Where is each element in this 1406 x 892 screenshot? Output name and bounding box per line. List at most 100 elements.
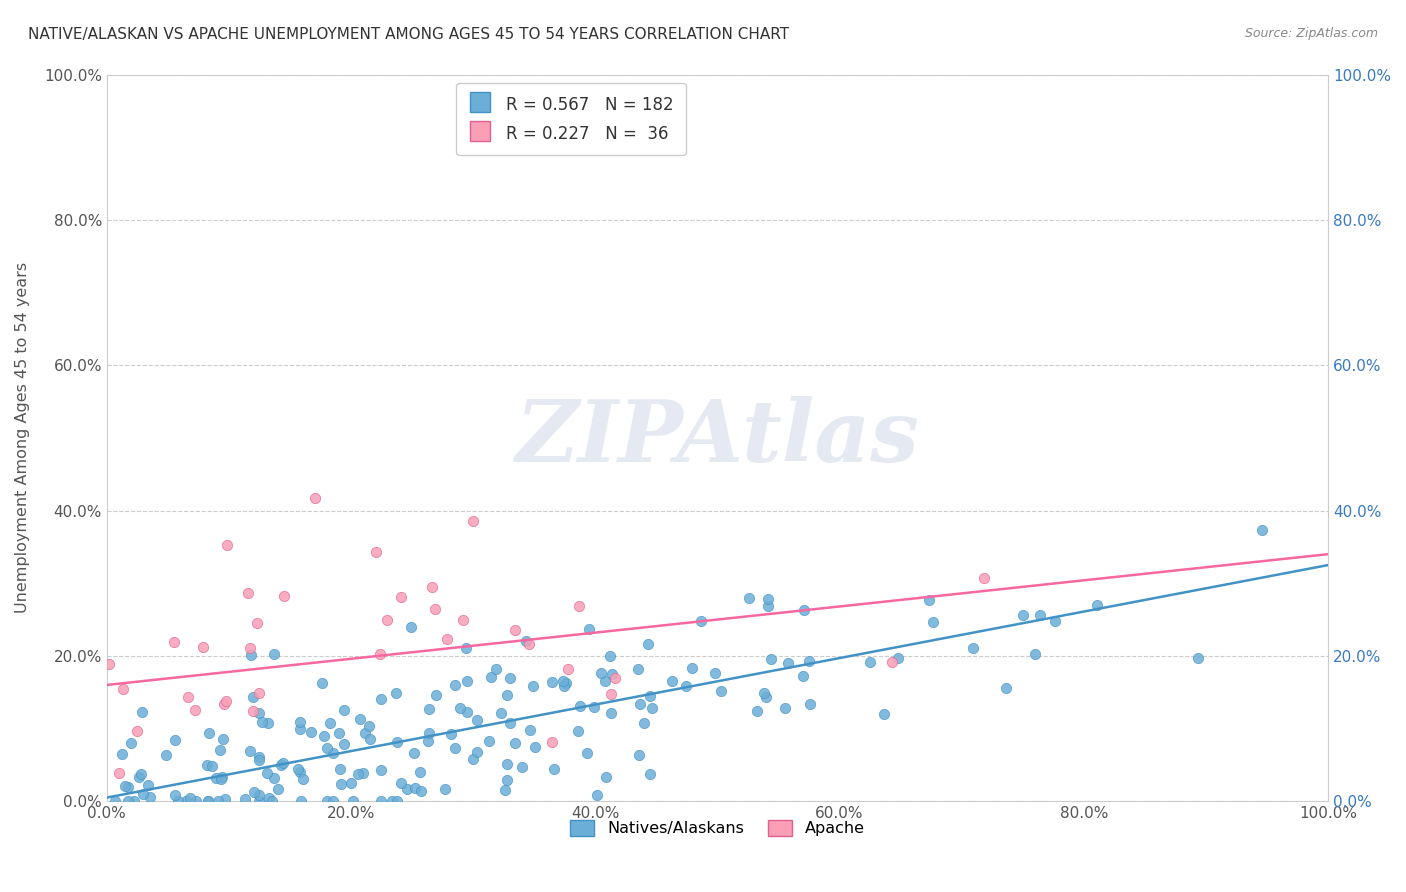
Point: [247, 794, 270, 808]
Point: [568, 599, 591, 613]
Point: [163, 635, 186, 649]
Point: [756, 599, 779, 613]
Point: [359, 731, 381, 746]
Point: [603, 671, 626, 685]
Point: [155, 748, 177, 763]
Point: [250, 714, 273, 729]
Point: [247, 753, 270, 767]
Point: [444, 678, 467, 692]
Point: [627, 662, 650, 676]
Point: [127, 723, 149, 738]
Point: [681, 661, 703, 675]
Point: [627, 748, 650, 763]
Point: [599, 648, 621, 663]
Point: [208, 742, 231, 756]
Point: [353, 726, 375, 740]
Point: [212, 697, 235, 711]
Point: [233, 791, 256, 805]
Point: [496, 689, 519, 703]
Point: [385, 735, 408, 749]
Point: [759, 652, 782, 666]
Point: [1012, 607, 1035, 622]
Point: [184, 703, 207, 717]
Point: [260, 794, 283, 808]
Point: [496, 773, 519, 788]
Point: [710, 684, 733, 698]
Point: [512, 760, 534, 774]
Point: [499, 716, 522, 731]
Point: [523, 739, 546, 754]
Text: NATIVE/ALASKAN VS APACHE UNEMPLOYMENT AMONG AGES 45 TO 54 YEARS CORRELATION CHAR: NATIVE/ALASKAN VS APACHE UNEMPLOYMENT AM…: [28, 27, 789, 42]
Point: [330, 777, 353, 791]
Point: [1029, 607, 1052, 622]
Point: [515, 634, 537, 648]
Point: [287, 762, 309, 776]
Point: [479, 670, 502, 684]
Point: [201, 759, 224, 773]
Point: [576, 746, 599, 760]
Point: [328, 726, 350, 740]
Point: [754, 686, 776, 700]
Point: [246, 615, 269, 630]
Point: [212, 731, 235, 746]
Point: [418, 702, 440, 716]
Point: [1251, 523, 1274, 537]
Point: [288, 764, 311, 779]
Point: [675, 679, 697, 693]
Point: [195, 758, 218, 772]
Point: [117, 780, 139, 794]
Point: [756, 592, 779, 607]
Point: [567, 723, 589, 738]
Point: [357, 719, 380, 733]
Point: [799, 697, 821, 711]
Point: [633, 715, 655, 730]
Point: [555, 676, 578, 690]
Point: [333, 702, 356, 716]
Point: [112, 681, 135, 696]
Point: [553, 679, 575, 693]
Point: [505, 736, 527, 750]
Point: [418, 725, 440, 739]
Point: [456, 705, 478, 719]
Point: [585, 788, 607, 802]
Point: [641, 701, 664, 715]
Point: [132, 787, 155, 801]
Point: [411, 784, 433, 798]
Point: [111, 747, 134, 761]
Point: [176, 794, 198, 808]
Point: [778, 656, 800, 670]
Point: [257, 791, 280, 805]
Point: [322, 747, 344, 761]
Point: [880, 656, 903, 670]
Point: [370, 691, 392, 706]
Point: [465, 745, 488, 759]
Point: [593, 674, 616, 689]
Point: [299, 725, 322, 739]
Point: [773, 700, 796, 714]
Point: [97, 657, 120, 672]
Point: [342, 794, 364, 808]
Point: [211, 770, 233, 784]
Point: [349, 712, 371, 726]
Point: [754, 690, 776, 705]
Point: [256, 766, 278, 780]
Point: [247, 750, 270, 764]
Point: [242, 704, 264, 718]
Point: [1187, 650, 1209, 665]
Point: [918, 593, 941, 607]
Point: [395, 781, 418, 796]
Text: ZIPAtlas: ZIPAtlas: [516, 396, 920, 480]
Point: [257, 715, 280, 730]
Point: [315, 741, 337, 756]
Point: [214, 791, 236, 805]
Point: [494, 783, 516, 797]
Point: [408, 764, 430, 779]
Point: [247, 706, 270, 721]
Point: [859, 656, 882, 670]
Point: [425, 601, 447, 615]
Point: [329, 763, 352, 777]
Point: [599, 706, 621, 721]
Point: [215, 693, 238, 707]
Point: [465, 713, 488, 727]
Point: [290, 794, 312, 808]
